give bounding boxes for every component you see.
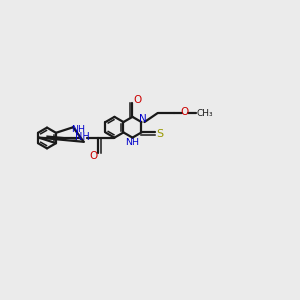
Text: NH: NH bbox=[75, 132, 90, 142]
Text: S: S bbox=[156, 129, 164, 140]
Text: O: O bbox=[181, 107, 189, 117]
Text: NH: NH bbox=[125, 138, 140, 147]
Text: NH: NH bbox=[71, 125, 85, 134]
Text: N: N bbox=[139, 114, 146, 124]
Text: O: O bbox=[89, 151, 98, 161]
Text: CH₃: CH₃ bbox=[196, 109, 213, 118]
Text: O: O bbox=[133, 95, 142, 105]
